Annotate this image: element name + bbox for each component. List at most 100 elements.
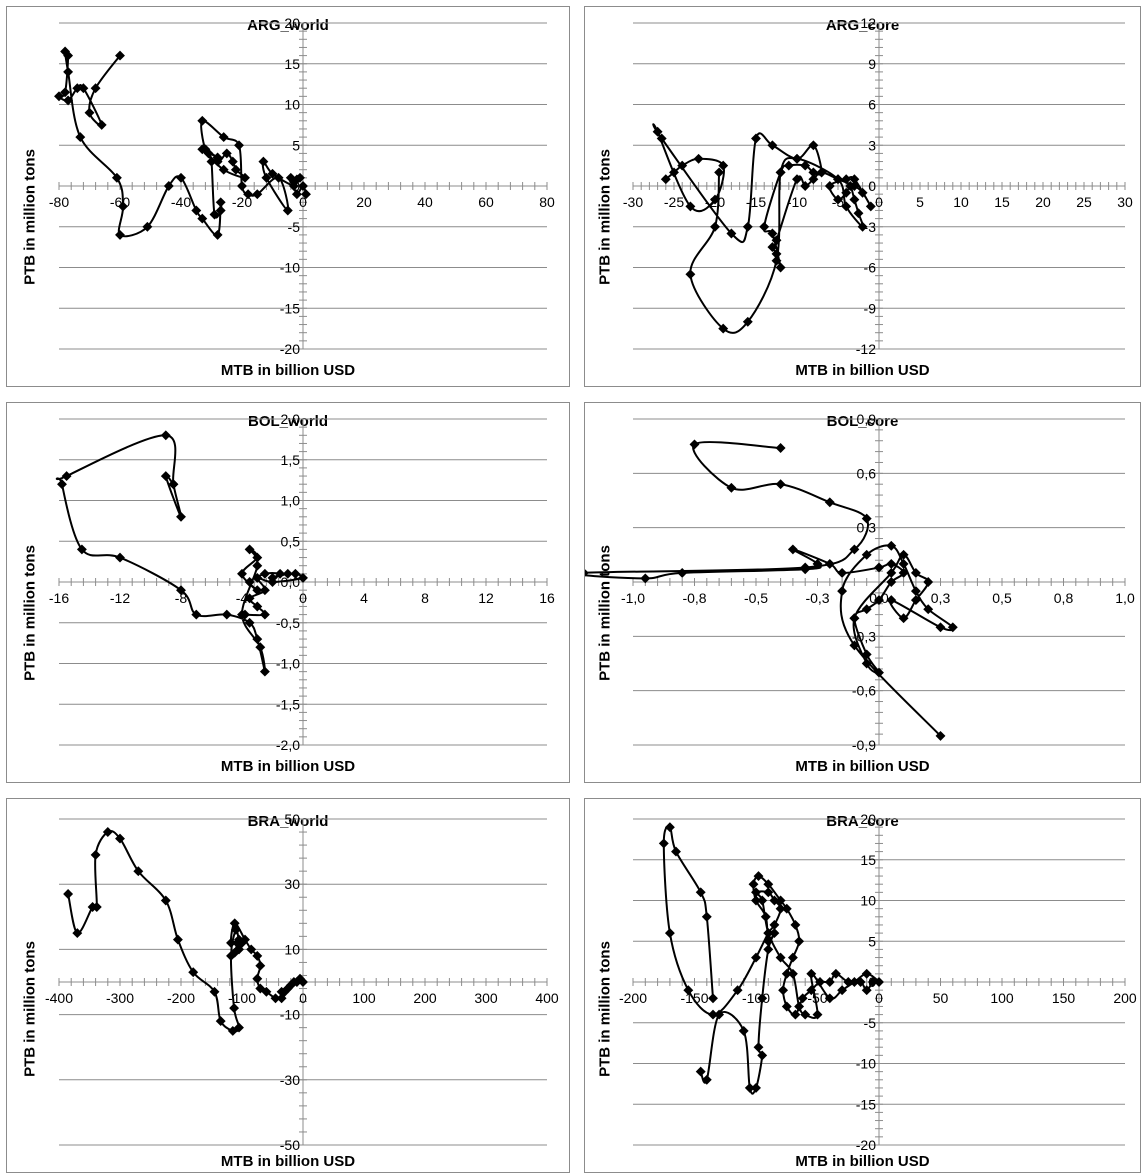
x-tick-label: -10 <box>787 194 807 210</box>
data-point <box>778 985 789 996</box>
x-tick-label: 25 <box>1076 194 1092 210</box>
data-point <box>790 919 801 930</box>
data-point <box>72 83 83 94</box>
data-point <box>658 838 669 849</box>
data-point <box>60 46 71 57</box>
y-tick-label: 1,0 <box>281 493 301 509</box>
data-point <box>176 511 186 522</box>
chart-title: BOL_world <box>247 413 328 430</box>
x-tick-label: 12 <box>478 590 494 606</box>
data-point <box>861 604 872 615</box>
y-tick-label: 0 <box>292 178 300 194</box>
data-point <box>874 562 884 573</box>
data-point <box>237 181 247 191</box>
data-point <box>232 937 243 948</box>
data-point <box>240 172 250 183</box>
data-point <box>886 577 897 587</box>
x-tick-label: 0,0 <box>869 590 889 606</box>
plot-area: -80 -60 -40 -20 0 20 40 60 80 -20 -15 -10 -5 0 5 10 15 20 <box>49 15 555 357</box>
data-point <box>215 1016 226 1027</box>
data-point <box>237 568 247 579</box>
x-tick-label: -5 <box>832 194 845 210</box>
x-tick-label: 20 <box>356 194 372 210</box>
chart-title: BRA_world <box>247 813 329 830</box>
data-point <box>252 601 263 612</box>
x-tick-label: -150 <box>680 990 708 1006</box>
data-point <box>63 66 74 77</box>
x-tick-label: -100 <box>742 990 770 1006</box>
y-tick-label: -30 <box>280 1072 300 1088</box>
y-tick-label: 9 <box>868 56 876 72</box>
data-point <box>775 895 786 906</box>
data-point <box>710 221 720 232</box>
data-point <box>800 181 811 191</box>
x-axis-label: MTB in billion USD <box>795 362 930 379</box>
x-tick-label: -12 <box>110 590 130 606</box>
x-tick-label: 8 <box>421 590 429 606</box>
data-point <box>215 205 226 216</box>
chart-panel-arg-world: ARG_world MTB in billion USD PTB in mill… <box>6 6 570 387</box>
series-line <box>585 441 955 737</box>
data-point <box>874 667 884 678</box>
data-point <box>197 213 208 224</box>
data-point <box>200 144 211 155</box>
data-point <box>865 201 876 212</box>
data-point <box>282 205 293 216</box>
data-point <box>886 540 897 551</box>
y-tick-label: -0,3 <box>852 628 876 644</box>
data-point <box>695 1066 706 1077</box>
data-point <box>115 229 125 240</box>
x-axis-label: MTB in billion USD <box>220 758 356 775</box>
data-point <box>886 595 897 606</box>
data-point <box>191 609 202 620</box>
x-tick-label: -40 <box>171 194 191 210</box>
y-tick-label: 20 <box>284 15 300 31</box>
data-point <box>677 567 688 578</box>
data-point <box>84 107 95 118</box>
data-point <box>861 513 872 524</box>
data-point <box>792 153 802 164</box>
data-point <box>701 911 712 922</box>
data-point <box>753 1042 764 1053</box>
data-point <box>753 871 764 882</box>
y-tick-label: -5 <box>288 219 301 235</box>
data-point <box>751 895 761 906</box>
chart-title: BOL_core <box>826 413 899 430</box>
data-point <box>685 269 696 280</box>
x-tick-label: 0 <box>299 990 307 1006</box>
data-point <box>78 83 89 94</box>
data-point <box>212 229 223 240</box>
data-point <box>226 937 236 948</box>
data-point <box>812 558 823 569</box>
y-tick-label: -1,5 <box>276 696 300 712</box>
data-point <box>240 609 250 620</box>
y-tick-label: -1,0 <box>276 656 300 672</box>
data-point <box>771 235 782 246</box>
data-point <box>849 174 860 185</box>
data-point <box>855 977 866 987</box>
data-point <box>808 167 819 178</box>
data-point <box>714 167 725 178</box>
data-point <box>794 1001 805 1012</box>
x-tick-label: 10 <box>953 194 969 210</box>
data-point <box>861 968 872 979</box>
data-point <box>935 730 946 741</box>
y-tick-label: -10 <box>856 1056 876 1072</box>
data-point <box>824 977 835 987</box>
x-tick-label: 40 <box>417 194 433 210</box>
y-tick-label: -0,6 <box>852 683 876 699</box>
data-point <box>886 567 897 578</box>
y-tick-label: -15 <box>856 1096 876 1112</box>
y-tick-label: 5 <box>292 137 300 153</box>
y-tick-label: -50 <box>280 1137 300 1153</box>
x-tick-label: 300 <box>474 990 498 1006</box>
data-point <box>54 91 64 102</box>
data-point <box>845 181 856 191</box>
data-point <box>767 140 778 151</box>
x-tick-label: -20 <box>232 194 252 210</box>
data-point <box>775 479 786 490</box>
y-tick-label: 10 <box>284 941 300 957</box>
plot-area: -400 -300 -200 -100 0 100 200 300 400 -50 -30 -10 10… <box>45 811 559 1153</box>
y-tick-label: 15 <box>860 852 876 868</box>
data-point <box>664 928 675 939</box>
